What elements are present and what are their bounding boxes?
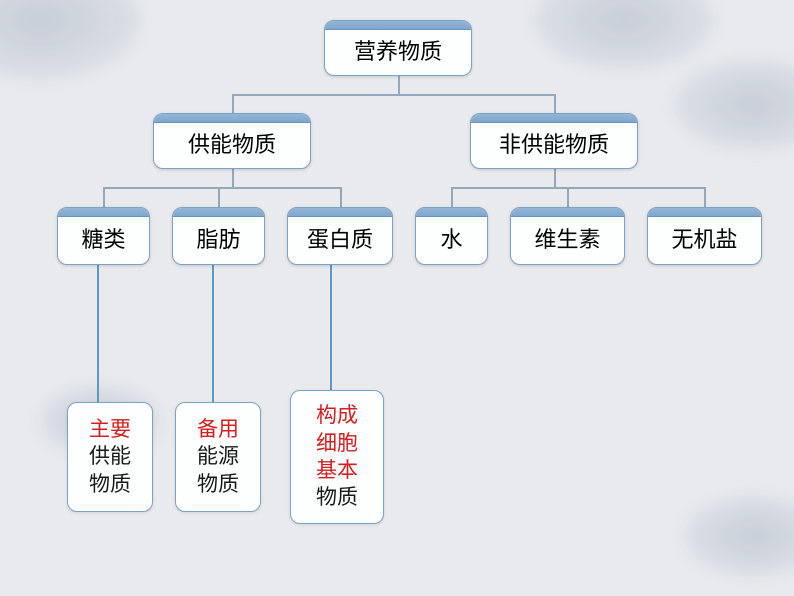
- leaf-protein-desc: 构成细胞基本物质: [290, 390, 384, 524]
- connector: [340, 187, 342, 207]
- node-water: 水: [415, 207, 488, 265]
- node-vitamin: 维生素: [510, 207, 625, 265]
- node-mineral: 无机盐: [647, 207, 762, 265]
- node-nonsupply: 非供能物质: [470, 113, 638, 169]
- bg-blob: [674, 60, 794, 150]
- connector: [232, 94, 234, 113]
- node-supply: 供能物质: [153, 113, 311, 169]
- connector: [330, 265, 332, 390]
- connector: [567, 187, 569, 207]
- node-label: 供能物质: [188, 123, 276, 159]
- connector: [451, 187, 704, 189]
- leaf-label: 构成细胞基本物质: [316, 402, 358, 511]
- connector: [704, 187, 706, 207]
- connector: [97, 265, 99, 402]
- connector: [232, 169, 234, 187]
- leaf-sugar-desc: 主要供能物质: [67, 402, 153, 512]
- connector: [218, 187, 220, 207]
- connector: [232, 94, 554, 96]
- connector: [103, 187, 340, 189]
- connector: [451, 187, 453, 207]
- node-label: 脂肪: [196, 218, 240, 254]
- node-fat: 脂肪: [172, 207, 265, 265]
- connector: [554, 169, 556, 187]
- connector: [103, 187, 105, 207]
- node-sugar: 糖类: [57, 207, 150, 265]
- node-label: 蛋白质: [307, 218, 373, 254]
- node-label: 水: [440, 218, 462, 254]
- connector: [554, 94, 556, 113]
- leaf-label: 主要供能物质: [89, 416, 131, 498]
- node-label: 营养物质: [354, 30, 442, 66]
- leaf-fat-desc: 备用能源物质: [175, 402, 261, 512]
- node-label: 非供能物质: [499, 123, 609, 159]
- bg-blob: [534, 0, 714, 70]
- node-protein: 蛋白质: [287, 207, 393, 265]
- connector: [212, 265, 214, 402]
- connector: [398, 76, 400, 94]
- leaf-label: 备用能源物质: [197, 416, 239, 498]
- node-root: 营养物质: [324, 20, 472, 76]
- bg-blob: [684, 496, 794, 576]
- node-label: 糖类: [81, 218, 125, 254]
- bg-blob: [0, 0, 140, 80]
- node-label: 无机盐: [671, 218, 737, 254]
- node-label: 维生素: [534, 218, 600, 254]
